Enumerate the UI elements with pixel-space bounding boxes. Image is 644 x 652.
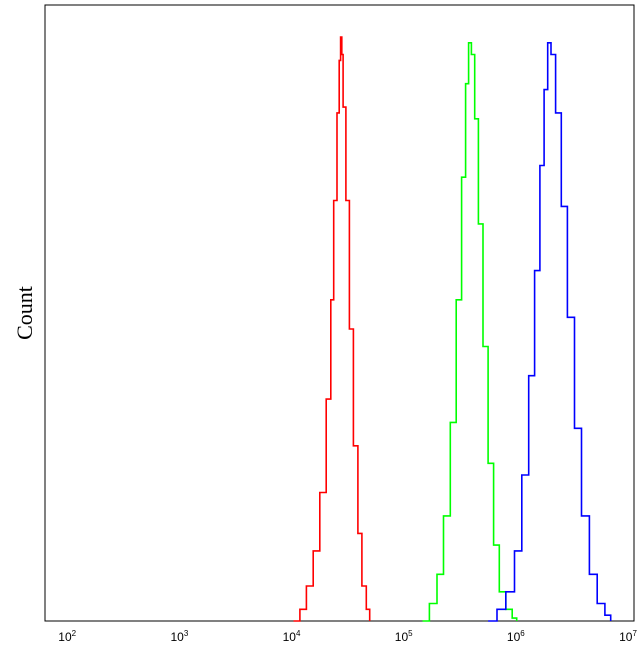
x-tick-label-1: 102 xyxy=(58,629,76,644)
series-layer xyxy=(293,36,612,622)
x-axis-ticks: 102 103 104 105 106 107 xyxy=(58,629,637,644)
series-1-line xyxy=(293,36,371,622)
y-axis-label: Count xyxy=(12,286,37,340)
series-3-line xyxy=(488,42,612,622)
x-tick-label-3: 104 xyxy=(283,629,301,644)
x-tick-label-5: 106 xyxy=(507,629,525,644)
x-tick-label-6: 107 xyxy=(619,629,637,644)
x-tick-label-2: 103 xyxy=(170,629,188,644)
x-tick-label-4: 105 xyxy=(395,629,413,644)
series-2-line xyxy=(422,42,518,622)
